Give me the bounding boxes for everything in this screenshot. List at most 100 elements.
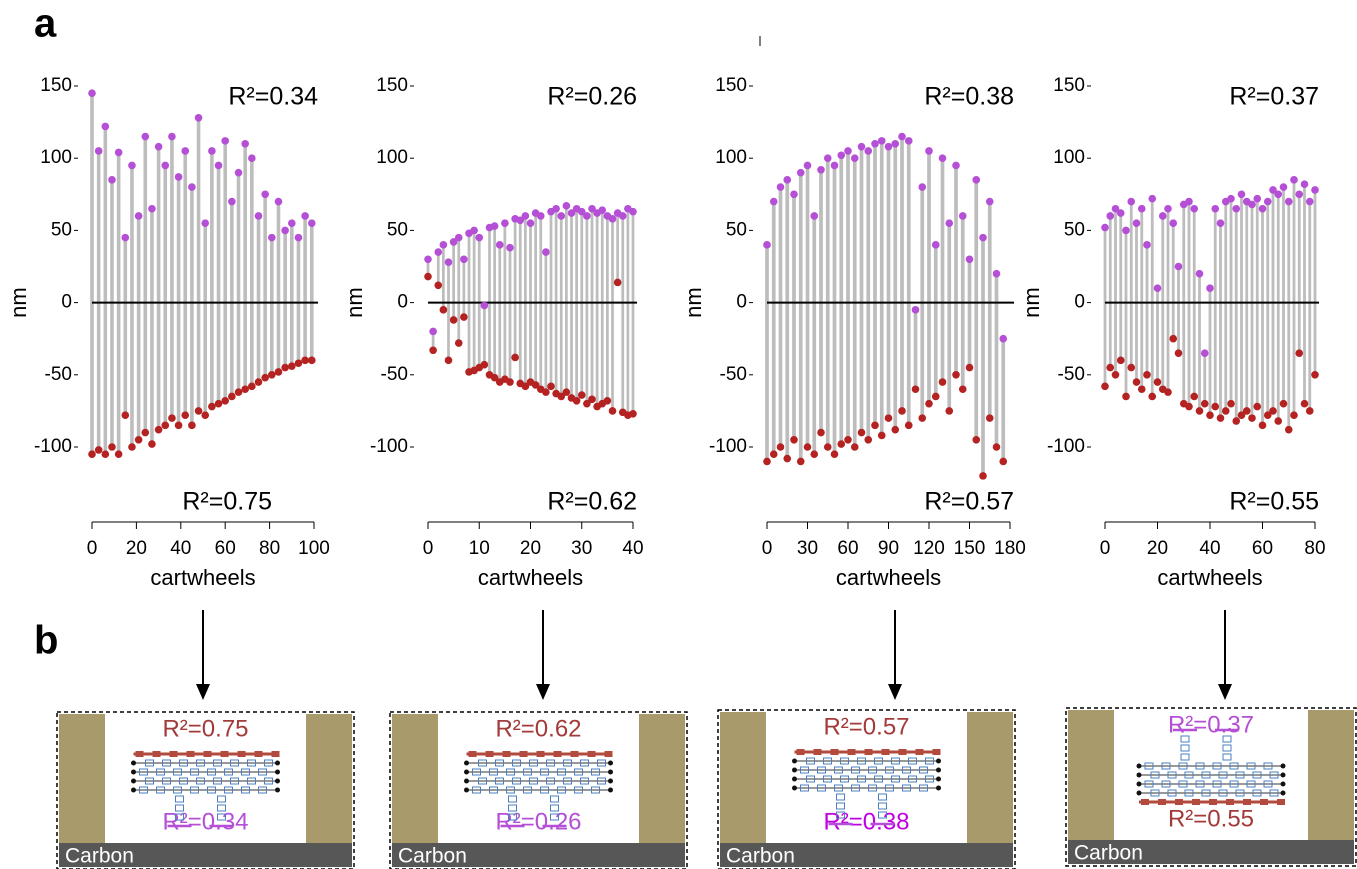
helix-box <box>902 784 911 792</box>
helix-end <box>792 776 797 782</box>
helix-box <box>156 786 165 794</box>
point <box>1185 197 1193 206</box>
helix-box <box>1150 789 1160 797</box>
helix-end <box>275 760 280 766</box>
point <box>572 396 581 405</box>
point <box>1206 284 1214 292</box>
helix-end <box>275 769 280 775</box>
y-tick-label: 50 <box>1064 219 1085 240</box>
helix-box <box>580 777 589 785</box>
point <box>618 212 627 220</box>
rail-bead <box>570 751 579 757</box>
point <box>208 147 216 155</box>
point <box>214 399 223 408</box>
helix-box <box>1222 735 1232 743</box>
helix-box <box>230 777 239 785</box>
x-axis-label: cartwheels <box>836 565 941 590</box>
point <box>194 407 203 415</box>
point <box>844 435 852 444</box>
helix-end <box>1136 790 1142 796</box>
x-tick-label: 20 <box>1147 538 1168 559</box>
point <box>1106 363 1115 372</box>
helix-box <box>495 777 504 785</box>
helix-box <box>241 768 250 776</box>
helix-box <box>213 777 222 785</box>
electrode <box>306 714 352 843</box>
y-tick-label: -100 <box>34 436 72 457</box>
helix-box <box>224 768 233 776</box>
point <box>94 446 103 454</box>
point <box>608 407 617 415</box>
r2-annotation: R²=0.37 <box>1229 83 1319 111</box>
point <box>588 395 596 404</box>
point <box>552 204 560 213</box>
point <box>294 233 303 242</box>
substrate <box>720 843 1013 867</box>
helix-box <box>919 784 928 792</box>
point <box>434 248 443 256</box>
point <box>1116 209 1125 217</box>
point <box>1311 371 1319 379</box>
point <box>188 183 196 191</box>
rail-bead <box>1260 799 1268 805</box>
y-tick-label: 150 <box>715 75 747 96</box>
helix-box <box>179 777 188 785</box>
helix-box <box>836 802 845 810</box>
point <box>108 176 116 184</box>
point <box>992 443 1001 451</box>
helix-box <box>162 777 171 785</box>
x-tick-label: 40 <box>170 538 191 559</box>
helix-box <box>925 775 934 783</box>
point <box>810 212 819 220</box>
point <box>1185 402 1193 411</box>
helix-box <box>868 784 877 792</box>
rail-bead <box>796 749 805 755</box>
point <box>1258 421 1267 430</box>
point <box>444 356 453 365</box>
point <box>945 219 954 227</box>
point <box>460 255 468 264</box>
rail-bead <box>186 751 195 757</box>
helix-box <box>834 784 843 792</box>
helix-box <box>597 777 606 785</box>
helix-box <box>557 786 566 794</box>
rail-bead <box>1243 799 1251 805</box>
point <box>1148 194 1157 203</box>
helix-box <box>1201 771 1211 779</box>
point <box>884 142 893 151</box>
helix-box <box>878 793 887 801</box>
helix-end <box>464 769 469 775</box>
helix-box <box>1252 771 1262 779</box>
helix-box <box>523 768 532 776</box>
point <box>1279 399 1288 408</box>
helix-box <box>1212 762 1222 770</box>
helix-box <box>1246 762 1256 770</box>
point <box>114 148 123 157</box>
point <box>439 306 448 314</box>
helix-end <box>608 778 613 784</box>
x-tick-label: 60 <box>837 538 858 559</box>
helix-box <box>1222 744 1232 752</box>
point <box>301 212 309 220</box>
helix-box <box>1195 780 1205 788</box>
point <box>776 443 785 451</box>
point <box>181 147 190 155</box>
point <box>261 373 269 382</box>
helix-box <box>840 757 849 765</box>
x-tick-label: 0 <box>423 538 434 559</box>
helix-box <box>540 786 549 794</box>
helix-box <box>591 768 600 776</box>
point <box>938 154 947 162</box>
rail-bead <box>587 751 596 757</box>
point <box>1143 241 1151 249</box>
substrate <box>1068 840 1354 864</box>
y-tick-label: -50 <box>381 364 408 385</box>
point <box>864 147 873 155</box>
helix-box <box>817 784 826 792</box>
point <box>221 137 229 145</box>
point <box>985 197 994 206</box>
point <box>1227 399 1235 408</box>
point <box>254 212 263 220</box>
point <box>925 147 933 155</box>
point <box>1137 385 1146 394</box>
